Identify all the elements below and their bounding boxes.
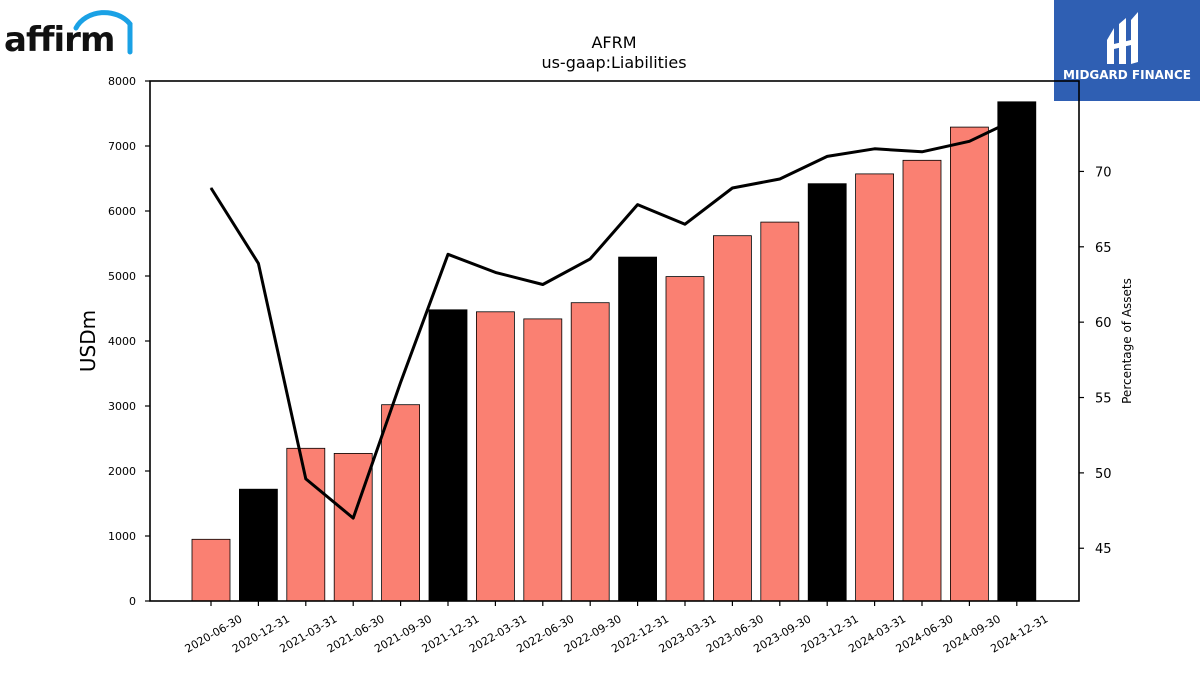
midgard-finance-logo: MIDGARD FINANCE (1054, 0, 1200, 101)
bar (855, 173, 894, 602)
line-point (305, 478, 307, 480)
affirm-logo-arc (73, 10, 133, 55)
affirm-logo-text: affirm (4, 20, 115, 60)
line-point (257, 262, 259, 264)
y2-tick-label: 55 (1095, 392, 1112, 407)
y-tick-label: 2000 (108, 465, 136, 478)
bar (286, 447, 326, 602)
line-point (826, 155, 828, 157)
line-point (210, 187, 212, 189)
y2-axis-label: Percentage of Assets (1120, 278, 1134, 404)
line-point (874, 148, 876, 150)
line-point (637, 204, 639, 206)
y-tick-label: 7000 (108, 140, 136, 153)
line-point (400, 381, 402, 383)
y-tick-label: 0 (129, 595, 136, 608)
midgard-logo-mark (1107, 12, 1138, 64)
midgard-logo-text: MIDGARD FINANCE (1063, 68, 1191, 82)
line-point (731, 187, 733, 189)
y-axis-left: 0 1000 2000 3000 4000 5000 6000 7000 8000 (108, 75, 150, 608)
y-tick-label: 3000 (108, 400, 136, 413)
line-point (352, 517, 354, 519)
y2-tick-label: 65 (1095, 241, 1112, 256)
line-point (1016, 118, 1018, 120)
bar (381, 404, 421, 602)
y2-tick-label: 45 (1095, 542, 1112, 557)
x-axis: 2020-06-302020-12-312021-03-312021-06-30… (183, 601, 1050, 656)
affirm-logo: affirm (4, 2, 136, 62)
line-point (447, 253, 449, 255)
line-point (494, 271, 496, 273)
bar (713, 235, 752, 602)
line-point (542, 284, 544, 285)
y2-tick-label: 60 (1095, 316, 1112, 331)
y-tick-label: 8000 (108, 75, 136, 88)
y-axis-right: 45 50 55 60 65 70 (1079, 165, 1112, 557)
bar (475, 311, 515, 602)
bar (428, 309, 468, 602)
line-point (779, 178, 781, 180)
bar (523, 318, 563, 602)
bar (191, 538, 231, 602)
y-tick-label: 4000 (108, 335, 136, 348)
line-point (589, 258, 591, 260)
line-point (968, 140, 970, 142)
y2-tick-label: 50 (1095, 467, 1112, 482)
bar (950, 126, 989, 602)
chart-title: AFRM (591, 33, 636, 52)
bar (807, 183, 847, 602)
y-axis-label: USDm (76, 310, 100, 372)
bar (902, 159, 942, 602)
line-point (684, 223, 686, 225)
bar (760, 221, 800, 602)
chart-subtitle: us-gaap:Liabilities (541, 53, 686, 72)
y-tick-label: 1000 (108, 530, 136, 543)
y2-tick-label: 70 (1095, 165, 1112, 180)
bar (618, 256, 657, 602)
y-tick-label: 6000 (108, 205, 136, 218)
line-series (209, 117, 1018, 520)
line-path (209, 117, 1018, 520)
bar (238, 488, 278, 602)
bar (997, 101, 1037, 602)
bar (570, 302, 610, 602)
line-point (921, 151, 923, 153)
bar (665, 276, 705, 602)
bar-series (191, 101, 1037, 602)
y-tick-label: 5000 (108, 270, 136, 283)
